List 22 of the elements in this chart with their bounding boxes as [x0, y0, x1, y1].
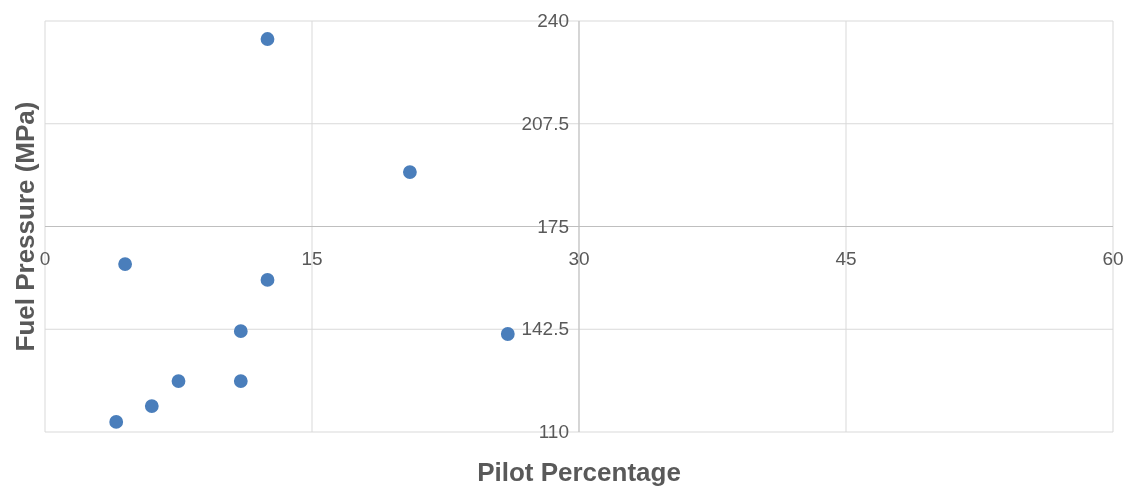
y-axis-title: Fuel Pressure (MPa): [10, 101, 40, 352]
x-tick-label: 45: [835, 247, 857, 269]
point: [171, 374, 186, 388]
point: [402, 165, 417, 180]
y-tick-label: 207.5: [521, 112, 569, 134]
y-tick-label: 142.5: [521, 318, 569, 340]
point: [500, 327, 515, 341]
point: [260, 273, 275, 287]
point: [233, 324, 248, 339]
point: [233, 374, 248, 388]
point: [144, 399, 159, 413]
point: [118, 257, 133, 272]
x-tick-label: 30: [568, 247, 590, 269]
x-tick-label: 0: [39, 247, 51, 269]
x-tick-label: 15: [301, 247, 323, 269]
y-tick-label: 240: [537, 10, 569, 31]
x-axis-title: Pilot Percentage: [477, 457, 681, 487]
y-tick-label: 175: [537, 215, 569, 237]
y-tick-label: 110: [538, 421, 569, 442]
point: [260, 32, 275, 46]
x-tick-label: 60: [1102, 247, 1124, 269]
point: [109, 414, 124, 429]
